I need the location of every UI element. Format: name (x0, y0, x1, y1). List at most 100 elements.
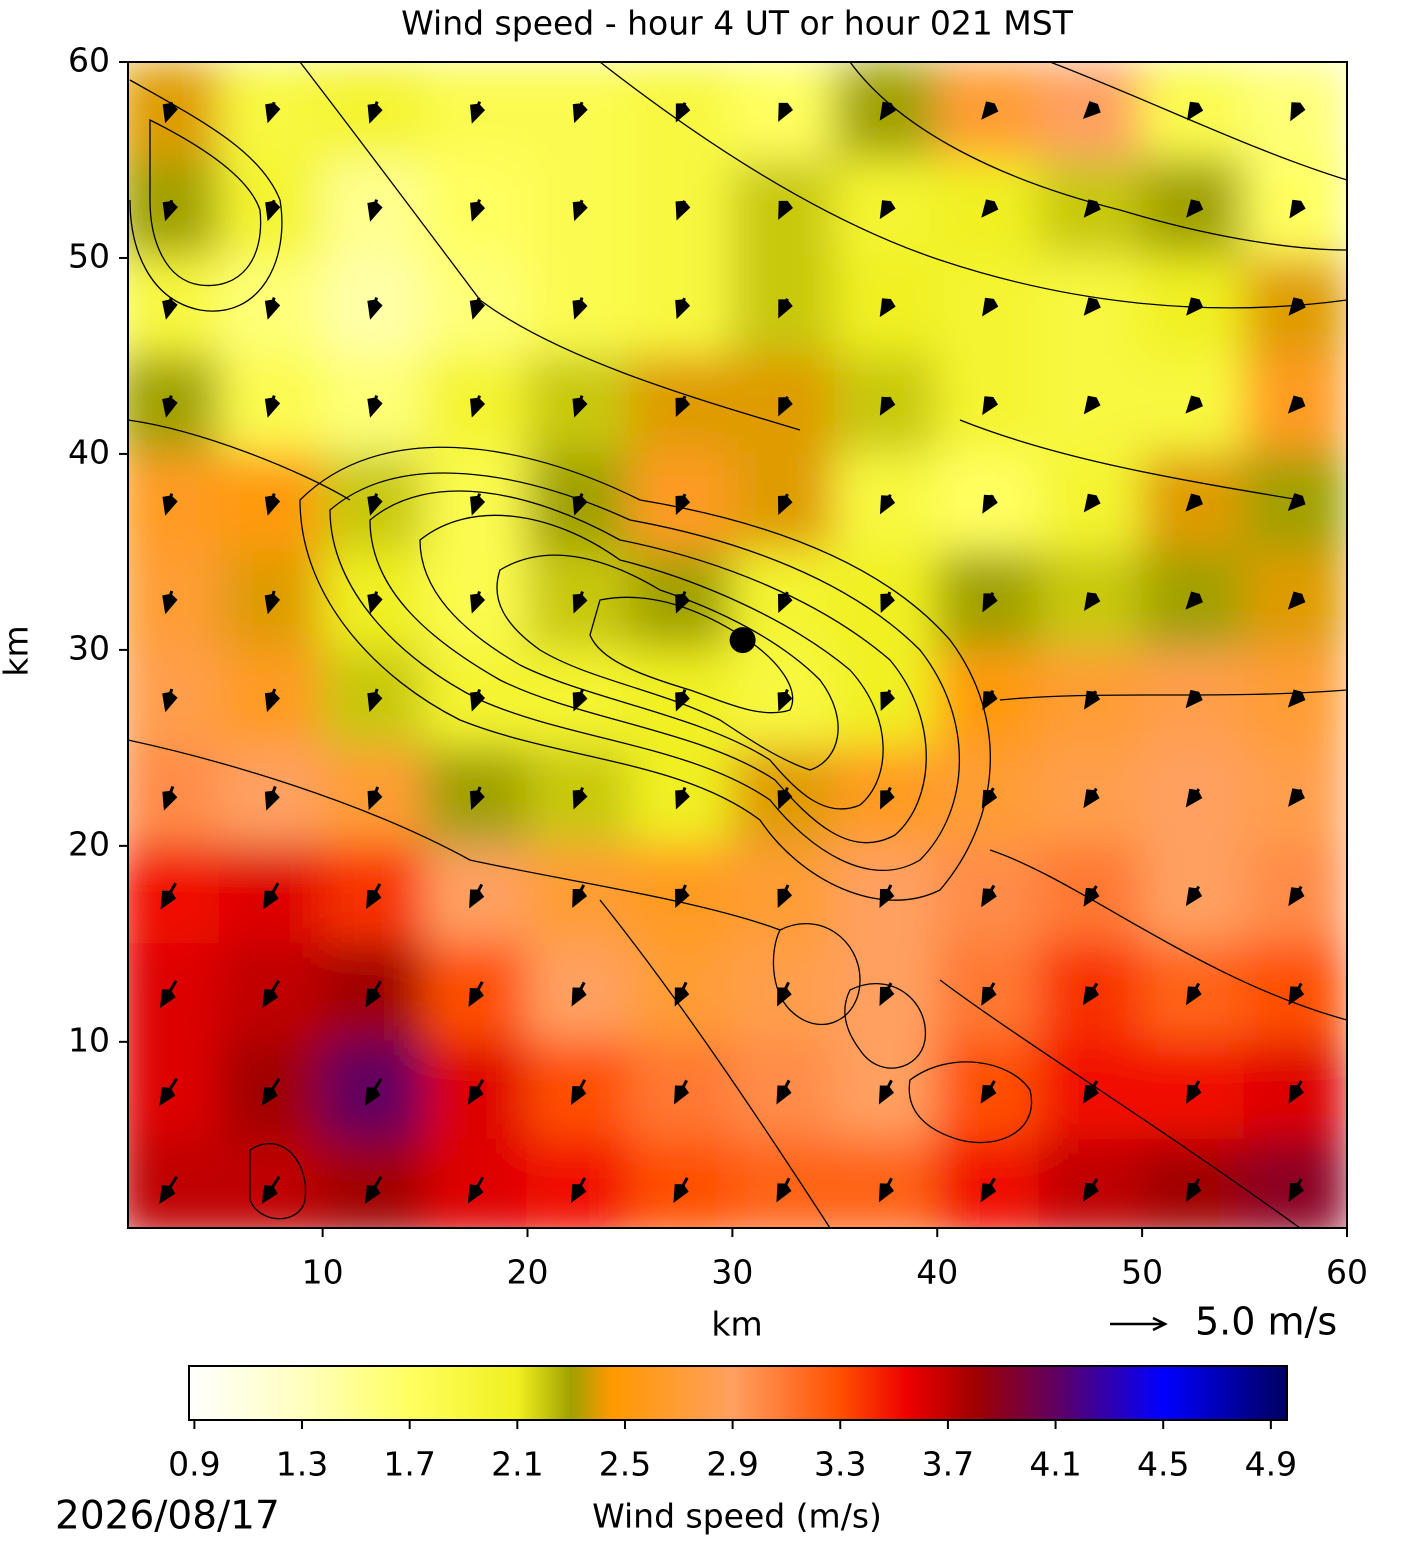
colorbar-label: Wind speed (m/s) (592, 1497, 882, 1536)
site-marker (729, 627, 756, 654)
speed-cell (833, 1138, 939, 1228)
wind-arrow (1186, 199, 1204, 218)
wind-arrow (159, 1175, 178, 1204)
wind-arrow (470, 395, 486, 418)
y-tick-label: 50 (68, 236, 110, 275)
colorbar-tick-label: 1.7 (383, 1445, 435, 1484)
wind-arrow (675, 493, 691, 516)
wind-arrow (467, 1176, 485, 1204)
wind-arrow (367, 395, 383, 418)
wind-arrow (1289, 199, 1306, 219)
wind-arrow (469, 883, 485, 909)
x-tick-label: 30 (711, 1253, 753, 1292)
wind-arrow (675, 200, 691, 221)
wind-arrow (1288, 1080, 1304, 1104)
wind-arrow (469, 786, 485, 811)
wind-arrow (365, 980, 382, 1008)
wind-arrow (880, 786, 895, 810)
wind-arrow (1288, 982, 1305, 1006)
colorbar-tick-label: 3.7 (922, 1445, 974, 1484)
y-axis-label: km (0, 625, 36, 676)
y-tick-label: 20 (68, 824, 110, 863)
wind-arrow (265, 101, 281, 124)
wind-arrow (1288, 297, 1306, 316)
wind-arrow (879, 396, 896, 416)
wind-arrow (572, 590, 588, 614)
wind-arrow (367, 786, 383, 811)
x-axis-label: km (711, 1305, 762, 1344)
wind-arrow (367, 297, 383, 320)
wind-arrow (1186, 297, 1204, 316)
wind-arrow (982, 689, 998, 711)
wind-arrow (470, 689, 486, 712)
wind-arrow (675, 884, 690, 909)
terrain-contours (128, 62, 1347, 1228)
wind-arrow (673, 1079, 690, 1105)
wind-arrow (1185, 591, 1203, 610)
wind-arrow (1288, 885, 1305, 907)
wind-arrow (264, 395, 281, 418)
wind-arrow (674, 981, 690, 1007)
wind-arrow (264, 590, 281, 615)
x-tick-label: 10 (302, 1253, 344, 1292)
wind-arrow (777, 884, 793, 909)
speed-cell (128, 844, 222, 945)
wind-arrow (366, 883, 382, 909)
wind-arrow (879, 982, 895, 1006)
wind-arrow (777, 591, 793, 613)
heatmap (128, 62, 1347, 1228)
wind-arrow (1083, 199, 1101, 218)
wind-arrow (262, 979, 280, 1009)
wind-arrow (1083, 493, 1101, 513)
wind-arrow (162, 590, 178, 615)
wind-arrow (675, 688, 690, 712)
wind-arrow (675, 786, 690, 810)
wind-arrow (162, 493, 178, 516)
wind-arrow (981, 982, 997, 1006)
wind-arrow (470, 591, 486, 614)
wind-arrow (264, 493, 281, 516)
wind-arrow (1185, 788, 1203, 808)
x-tick-label: 40 (916, 1253, 958, 1292)
y-tick-label: 40 (68, 432, 110, 471)
wind-arrow (572, 395, 588, 418)
speed-cell (219, 1138, 324, 1228)
wind-arrow (778, 396, 793, 417)
wind-arrow (879, 493, 896, 515)
wind-arrow (261, 1175, 281, 1204)
speed-cell (936, 1138, 1041, 1228)
speed-cell (128, 1040, 222, 1141)
wind-arrow (1186, 1178, 1202, 1202)
wind-arrow (263, 882, 280, 910)
wind-arrow (1185, 493, 1203, 512)
wind-arrow (570, 1079, 587, 1105)
wind-arrow (367, 493, 383, 516)
wind-arrow (264, 785, 280, 811)
wind-arrow (879, 101, 896, 121)
wind-arrow (1083, 885, 1100, 907)
colorbar (188, 1365, 1288, 1421)
wind-arrow (1082, 1080, 1099, 1104)
wind-arrow (572, 688, 588, 712)
wind-arrow (162, 785, 178, 811)
y-tick-label: 60 (68, 41, 110, 80)
wind-arrow (879, 298, 896, 318)
wind-arrow (776, 1079, 792, 1105)
wind-arrow (776, 1177, 792, 1203)
quiver-key-arrow (1110, 1316, 1168, 1332)
wind-arrow (1083, 395, 1101, 415)
wind-arrow (982, 396, 999, 416)
wind-arrow (675, 297, 691, 320)
wind-arrow (162, 395, 178, 418)
wind-arrow (261, 1077, 281, 1106)
wind-arrow (778, 200, 793, 220)
colorbar-tick-label: 2.1 (491, 1445, 543, 1484)
wind-arrow (162, 101, 178, 124)
wind-arrow (1083, 787, 1100, 809)
wind-arrow (675, 102, 691, 123)
wind-arrow (1288, 1178, 1304, 1202)
wind-arrow (777, 688, 793, 712)
speed-cell (321, 1138, 427, 1228)
wind-arrow (880, 689, 895, 711)
